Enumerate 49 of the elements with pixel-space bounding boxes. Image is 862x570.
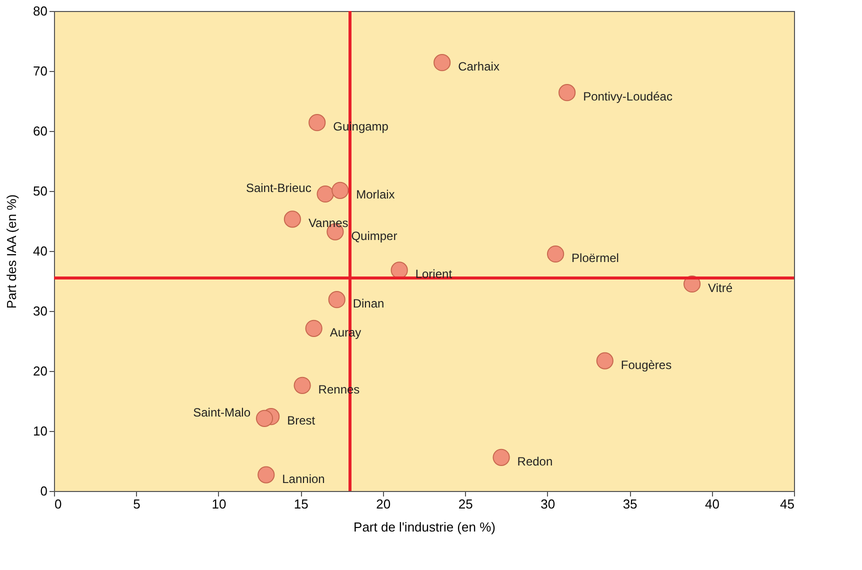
annotation: Saint-Malo (193, 405, 251, 420)
point (596, 352, 614, 370)
x-tick-label: 15 (294, 496, 308, 512)
x-tick-label: 30 (540, 496, 556, 512)
x-tick-label: 5 (133, 496, 140, 512)
point (294, 376, 311, 394)
point (308, 114, 326, 132)
y-axis-title: Part des IAA (en %) (4, 194, 20, 309)
point (284, 210, 302, 228)
x-tick-label: 20 (376, 496, 391, 512)
annotation: Lannion (282, 472, 325, 486)
annotation: Vitré (708, 281, 733, 295)
annotation: Fougères (620, 358, 672, 372)
point (434, 54, 451, 72)
point (546, 245, 564, 263)
annotation: Carhaix (458, 60, 500, 74)
annotation: Morlaix (356, 187, 395, 202)
annotation: Pontivy-Loudéac (583, 90, 672, 104)
annotation: Ploërmel (572, 251, 619, 265)
x-tick-label: 45 (780, 496, 794, 512)
x-tick-label: 0 (54, 496, 62, 512)
x-tick-label: 40 (705, 496, 720, 512)
y-tick-label: 70 (33, 64, 48, 78)
annotation: Vannes (308, 216, 348, 230)
point (256, 410, 274, 427)
y-tick-label: 80 (33, 4, 48, 18)
point (258, 466, 275, 484)
x-tick-label: 35 (622, 496, 638, 512)
point (328, 291, 346, 308)
annotation: Redon (517, 454, 553, 468)
point (316, 185, 334, 203)
annotation: Brest (287, 414, 316, 428)
x-axis-title: Part de l'industrie (en %) (354, 520, 496, 534)
y-tick-label: 50 (33, 184, 48, 198)
y-tick-label: 30 (33, 304, 48, 318)
annotation: Quimper (351, 228, 398, 243)
point (492, 448, 510, 466)
annotation: Saint-Brieuc (246, 181, 312, 195)
y-tick-label: 20 (33, 364, 48, 378)
point (558, 84, 576, 102)
x-tick-label: 10 (212, 496, 226, 512)
y-tick-label: 10 (33, 424, 48, 438)
x-tick-label: 25 (458, 496, 473, 512)
y-tick-label: 60 (33, 124, 48, 138)
y-tick-label: 0 (40, 484, 48, 498)
point (305, 320, 322, 337)
point (332, 182, 349, 199)
annotation: Dinan (352, 296, 384, 311)
y-tick-label: 40 (33, 244, 48, 258)
